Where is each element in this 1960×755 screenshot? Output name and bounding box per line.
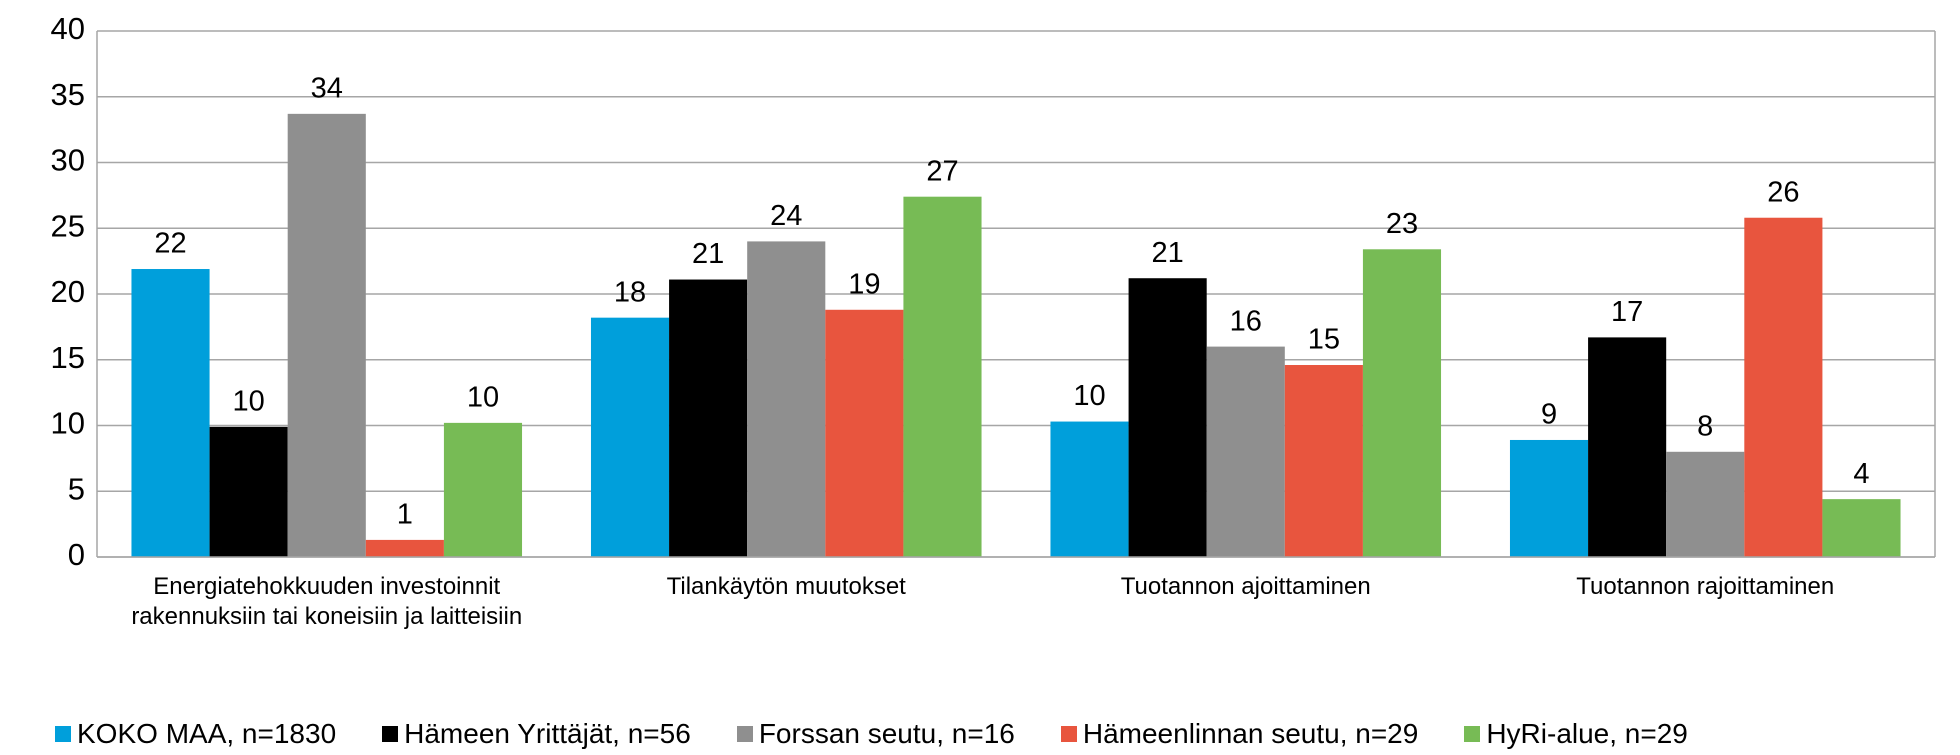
bar <box>747 241 826 557</box>
legend-swatch <box>1060 726 1077 742</box>
y-tick-label: 40 <box>51 11 85 46</box>
legend: KOKO MAA, n=1830 Hämeen Yrittäjät, n=56 Fo… <box>55 718 1688 750</box>
data-label: 21 <box>1152 237 1184 269</box>
data-label: 34 <box>311 73 343 105</box>
data-label: 18 <box>614 276 646 308</box>
x-tick-label: Energiatehokkuuden investoinnit rakennuk… <box>131 573 523 630</box>
bar <box>1509 439 1589 557</box>
bar <box>903 196 982 557</box>
data-label: 8 <box>1697 410 1713 442</box>
data-label: 19 <box>848 268 880 300</box>
x-tick-label: Tilankäytön muutokset <box>666 573 906 600</box>
bar <box>287 113 366 557</box>
data-label: 9 <box>1541 399 1557 431</box>
bar <box>365 539 444 557</box>
bar <box>1744 217 1823 558</box>
data-label: 4 <box>1853 458 1869 490</box>
data-label: 23 <box>1386 208 1418 240</box>
data-label: 24 <box>770 200 802 232</box>
bar <box>1588 337 1667 557</box>
legend-label: Hämeen Yrittäjät, n=56 <box>404 718 691 749</box>
legend-label: Forssan seutu, n=16 <box>758 718 1015 749</box>
bar <box>1362 249 1442 558</box>
data-label: 21 <box>692 238 724 270</box>
y-tick-label: 10 <box>51 406 85 441</box>
bar <box>1206 346 1285 557</box>
y-tick-label: 25 <box>51 208 85 243</box>
legend-label: Hämeenlinnan seutu, n=29 <box>1082 718 1419 749</box>
y-tick-label: 20 <box>51 274 85 309</box>
legend-label: KOKO MAA, n=1830 <box>77 718 337 749</box>
legend-item: Hämeen Yrittäjät, n=56 <box>382 718 691 750</box>
data-label: 10 <box>1073 380 1105 412</box>
data-label: 16 <box>1230 305 1262 337</box>
data-label: 1 <box>397 499 413 531</box>
bar <box>1128 278 1207 557</box>
data-label: 15 <box>1308 324 1340 356</box>
x-tick-label: Tuotannon ajoittaminen <box>1120 573 1371 600</box>
data-label: 17 <box>1611 296 1643 328</box>
data-label: 26 <box>1767 176 1799 208</box>
bar <box>1822 499 1901 557</box>
legend-item: Forssan seutu, n=16 <box>736 718 1015 750</box>
data-label: 22 <box>154 228 186 260</box>
y-tick-label: 15 <box>51 340 85 375</box>
legend-item: KOKO MAA, n=1830 <box>55 718 336 750</box>
y-tick-label: 0 <box>68 537 85 572</box>
y-tick-label: 5 <box>68 471 85 506</box>
bar <box>131 269 210 557</box>
data-label: 27 <box>926 155 958 187</box>
legend-swatch <box>55 726 71 742</box>
legend-swatch <box>382 726 399 742</box>
legend-swatch <box>736 726 753 742</box>
bar <box>1284 365 1363 557</box>
bar <box>443 422 523 557</box>
y-tick-label: 30 <box>51 143 85 178</box>
legend-swatch <box>1464 726 1481 742</box>
legend-label: HyRi-alue, n=29 <box>1486 718 1688 749</box>
bar <box>1666 451 1745 557</box>
bar <box>1050 421 1129 557</box>
bar <box>209 426 288 557</box>
data-label: 10 <box>467 382 499 414</box>
bar <box>590 317 670 557</box>
legend-item: Hämeenlinnan seutu, n=29 <box>1060 718 1419 750</box>
data-label: 10 <box>233 385 265 417</box>
legend-item: HyRi-alue, n=29 <box>1464 718 1688 750</box>
y-tick-label: 35 <box>51 77 85 112</box>
bar <box>825 309 904 557</box>
x-tick-label: Tuotannon rajoittaminen <box>1576 573 1835 600</box>
bar <box>669 279 748 557</box>
